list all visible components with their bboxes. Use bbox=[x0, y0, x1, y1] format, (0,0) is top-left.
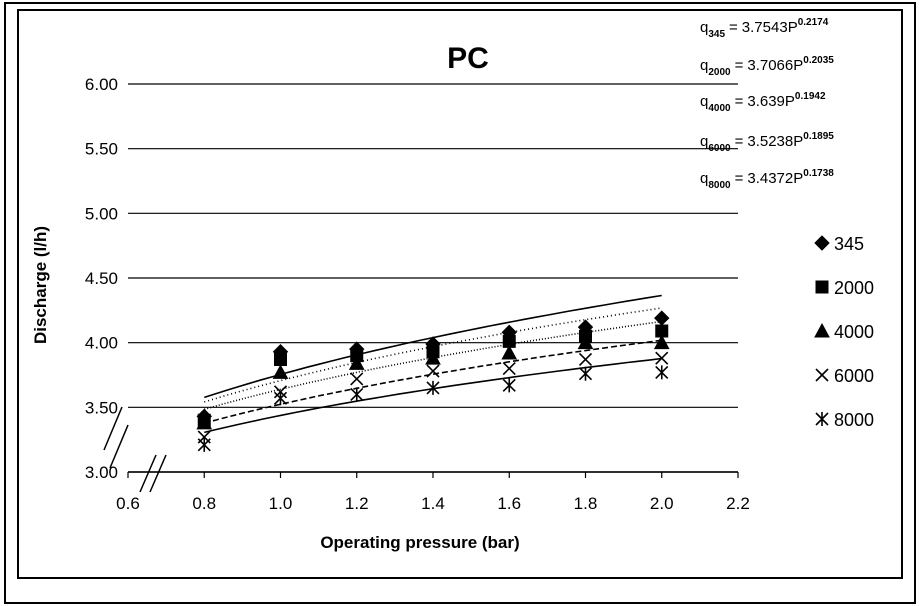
equation-sub: 345 bbox=[708, 29, 725, 40]
point bbox=[273, 391, 288, 406]
legend-label: 4000 bbox=[834, 322, 874, 342]
legend-label: 2000 bbox=[834, 278, 874, 298]
point bbox=[274, 352, 287, 366]
point bbox=[426, 364, 440, 378]
equation-variable: P bbox=[793, 170, 803, 187]
point bbox=[502, 361, 516, 376]
point bbox=[578, 352, 593, 367]
point bbox=[655, 324, 669, 338]
y-tick-label: 3.00 bbox=[85, 463, 118, 482]
equation-lhs: q bbox=[700, 19, 708, 36]
equation-sub: 6000 bbox=[708, 143, 731, 154]
equation-sub: 2000 bbox=[708, 67, 731, 78]
equation-lhs: q bbox=[700, 170, 708, 187]
x-tick-label: 0.8 bbox=[192, 494, 216, 513]
x-tick-label: 1.8 bbox=[574, 494, 598, 513]
equation-coefficient: 3.639 bbox=[747, 93, 785, 110]
equation-exponent: 0.1942 bbox=[795, 91, 826, 102]
legend-label: 8000 bbox=[834, 410, 874, 430]
axis-breaks bbox=[103, 406, 167, 493]
equation-sign: = bbox=[735, 57, 744, 74]
equation-sub: 4000 bbox=[708, 103, 731, 114]
equation-coefficient: 3.5238 bbox=[747, 133, 793, 150]
x-tick-label: 1.2 bbox=[345, 494, 369, 513]
equation-coefficient: 3.7543 bbox=[742, 19, 788, 36]
point bbox=[350, 387, 364, 402]
legend-marker bbox=[814, 235, 830, 251]
point bbox=[578, 366, 593, 381]
point bbox=[350, 372, 364, 386]
point bbox=[501, 344, 518, 360]
trend-line bbox=[204, 339, 662, 424]
y-tick-label: 3.50 bbox=[85, 398, 118, 417]
equation-sign: = bbox=[735, 133, 744, 150]
x-tick-label: 1.6 bbox=[497, 494, 521, 513]
x-tick-label: 1.0 bbox=[269, 494, 293, 513]
equation: q6000 = 3.5238P0.1895 bbox=[700, 131, 834, 154]
legend-marker bbox=[815, 412, 829, 426]
equation-lhs: q bbox=[700, 93, 708, 110]
legend-label: 345 bbox=[834, 234, 864, 254]
y-tick-label: 5.00 bbox=[85, 204, 118, 223]
x-tick-label: 1.4 bbox=[421, 494, 445, 513]
point bbox=[196, 414, 213, 430]
equation-sub: 8000 bbox=[708, 180, 731, 191]
x-axis-label: Operating pressure (bar) bbox=[320, 533, 519, 552]
equation-variable: P bbox=[785, 93, 795, 110]
equation-sign: = bbox=[735, 170, 744, 187]
x-break bbox=[139, 454, 157, 493]
outer-frame bbox=[4, 2, 916, 604]
legend-marker bbox=[814, 322, 830, 338]
equation-exponent: 0.1895 bbox=[803, 131, 834, 142]
y-axis-label: Discharge (l/h) bbox=[31, 226, 50, 344]
point bbox=[502, 334, 516, 348]
y-break bbox=[103, 406, 123, 451]
x-tick-label: 2.0 bbox=[650, 494, 674, 513]
equation-coefficient: 3.4372 bbox=[747, 170, 793, 187]
equation-sign: = bbox=[735, 93, 744, 110]
point bbox=[425, 350, 441, 365]
x-tick-label: 0.6 bbox=[116, 494, 140, 513]
point bbox=[426, 380, 440, 395]
y-tick-label: 6.00 bbox=[85, 75, 118, 94]
equation-variable: P bbox=[793, 57, 803, 74]
equation: q2000 = 3.7066P0.2035 bbox=[700, 55, 834, 78]
trend-line bbox=[204, 357, 662, 434]
equation-exponent: 0.1738 bbox=[803, 168, 834, 179]
y-tick-label: 4.50 bbox=[85, 269, 118, 288]
point bbox=[502, 378, 516, 393]
y-break bbox=[109, 424, 129, 469]
equation: q345 = 3.7543P0.2174 bbox=[700, 17, 829, 40]
chart-frame bbox=[17, 9, 903, 579]
x-break bbox=[149, 454, 167, 493]
equation-variable: P bbox=[788, 19, 798, 36]
point bbox=[272, 364, 289, 379]
equation-sign: = bbox=[729, 19, 738, 36]
equation: q4000 = 3.639P0.1942 bbox=[700, 91, 826, 114]
point bbox=[655, 365, 669, 380]
point bbox=[348, 355, 365, 370]
equation-lhs: q bbox=[700, 133, 708, 150]
point bbox=[577, 334, 594, 350]
point bbox=[655, 351, 669, 365]
point bbox=[197, 437, 211, 452]
x-tick-label: 2.2 bbox=[726, 494, 750, 513]
equation-coefficient: 3.7066 bbox=[747, 57, 793, 74]
equation-exponent: 0.2174 bbox=[798, 17, 829, 28]
y-tick-label: 5.50 bbox=[85, 140, 118, 159]
legend-marker bbox=[815, 368, 829, 382]
y-tick-label: 4.00 bbox=[85, 334, 118, 353]
legend-label: 6000 bbox=[834, 366, 874, 386]
point bbox=[654, 310, 670, 326]
equation-lhs: q bbox=[700, 57, 708, 74]
equation-exponent: 0.2035 bbox=[803, 55, 834, 66]
chart-title: PC bbox=[447, 42, 489, 75]
equation-variable: P bbox=[793, 133, 803, 150]
point bbox=[653, 334, 670, 350]
trend-line bbox=[204, 320, 662, 411]
legend-marker bbox=[815, 280, 829, 294]
equation: q8000 = 3.4372P0.1738 bbox=[700, 168, 834, 191]
